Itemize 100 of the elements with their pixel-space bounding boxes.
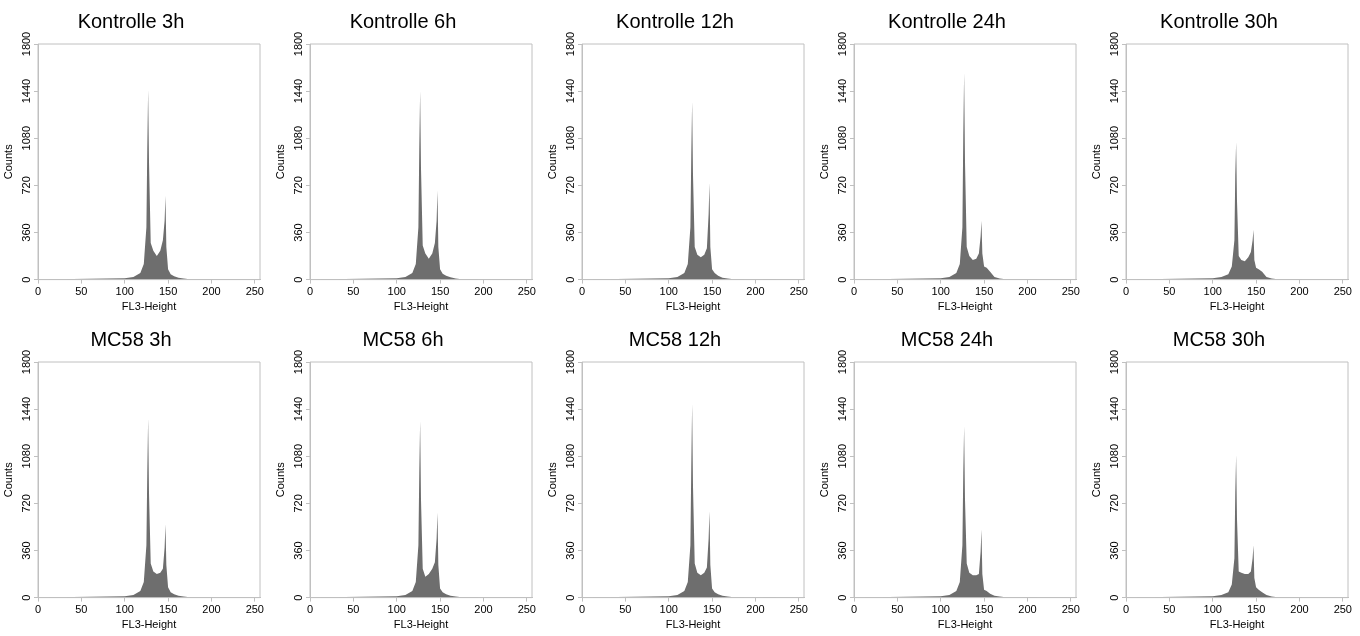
x-tick-label: 200	[202, 285, 221, 298]
x-tick-label: 50	[347, 285, 360, 298]
y-tick-label: 360	[19, 223, 32, 242]
y-axis-title: Counts	[1089, 143, 1102, 180]
x-tick-label: 0	[34, 603, 42, 616]
x-tick-label: 200	[474, 285, 493, 298]
x-tick-label: 150	[430, 285, 450, 298]
x-axis-title: FL3-Height	[665, 618, 721, 631]
y-tick-label: 360	[563, 541, 576, 560]
x-tick-label: 250	[517, 603, 536, 616]
y-tick-label: 720	[291, 494, 304, 513]
x-tick-label: 50	[619, 285, 632, 298]
y-tick-label: 720	[1107, 494, 1120, 513]
x-axis-title: FL3-Height	[393, 300, 449, 313]
x-tick-label: 150	[974, 285, 994, 298]
y-tick-label: 1080	[835, 444, 848, 469]
y-tick-label: 720	[19, 176, 32, 195]
x-axis-title: FL3-Height	[1209, 300, 1265, 313]
chart-title: Kontrolle 6h	[349, 9, 457, 32]
chart-title: MC58 3h	[90, 327, 172, 350]
x-tick-label: 200	[1290, 285, 1309, 298]
y-tick-label: 1080	[563, 444, 576, 469]
chart-title: MC58 6h	[362, 327, 444, 350]
y-tick-label: 1800	[835, 349, 848, 375]
y-tick-label: 0	[19, 276, 32, 283]
x-tick-label: 0	[1122, 603, 1130, 616]
y-tick-label: 1440	[19, 78, 32, 104]
x-tick-label: 150	[974, 603, 994, 616]
x-tick-label: 0	[578, 603, 586, 616]
x-tick-label: 250	[1333, 285, 1352, 298]
chart-title: Kontrolle 30h	[1160, 9, 1278, 32]
y-tick-label: 0	[291, 594, 304, 601]
x-tick-label: 150	[158, 603, 178, 616]
y-tick-label: 360	[19, 541, 32, 560]
chart-title: Kontrolle 24h	[888, 9, 1006, 32]
chart-title: Kontrolle 12h	[616, 9, 734, 32]
x-tick-label: 150	[158, 285, 178, 298]
x-tick-label: 250	[1061, 603, 1080, 616]
y-tick-label: 720	[19, 494, 32, 513]
x-tick-label: 50	[891, 285, 904, 298]
y-tick-label: 360	[1107, 541, 1120, 560]
x-tick-label: 100	[387, 603, 406, 616]
x-tick-label: 100	[1203, 603, 1222, 616]
y-tick-label: 360	[291, 541, 304, 560]
x-tick-label: 250	[1061, 285, 1080, 298]
y-axis-title: Counts	[545, 461, 558, 498]
x-tick-label: 0	[850, 285, 858, 298]
y-tick-label: 1440	[291, 396, 304, 422]
x-tick-label: 0	[306, 285, 314, 298]
x-tick-label: 50	[75, 603, 88, 616]
x-tick-label: 100	[115, 285, 134, 298]
y-tick-label: 1800	[1107, 31, 1120, 57]
y-tick-label: 720	[835, 176, 848, 195]
y-tick-label: 1800	[291, 31, 304, 57]
y-axis-title: Counts	[545, 143, 558, 180]
y-axis-title: Counts	[1089, 461, 1102, 498]
y-tick-label: 1080	[19, 126, 32, 151]
x-tick-label: 0	[850, 603, 858, 616]
y-axis-title: Counts	[817, 143, 830, 180]
y-tick-label: 0	[19, 594, 32, 601]
y-axis-title: Counts	[273, 143, 286, 180]
y-tick-label: 1440	[19, 396, 32, 422]
y-tick-label: 720	[1107, 176, 1120, 195]
y-tick-label: 0	[835, 594, 848, 601]
y-tick-label: 720	[563, 494, 576, 513]
y-tick-label: 1800	[291, 349, 304, 375]
x-tick-label: 250	[245, 603, 264, 616]
x-tick-label: 250	[789, 603, 808, 616]
y-tick-label: 1800	[563, 31, 576, 57]
x-tick-label: 100	[387, 285, 406, 298]
y-tick-label: 1800	[19, 349, 32, 375]
y-tick-label: 1440	[563, 78, 576, 104]
y-tick-label: 360	[1107, 223, 1120, 242]
y-axis-title: Counts	[1, 143, 14, 180]
x-axis-title: FL3-Height	[121, 618, 177, 631]
x-tick-label: 100	[659, 603, 678, 616]
x-axis-title: FL3-Height	[937, 300, 993, 313]
y-tick-label: 1080	[1107, 126, 1120, 151]
y-tick-label: 1800	[563, 349, 576, 375]
y-tick-label: 1080	[291, 444, 304, 469]
x-tick-label: 50	[891, 603, 904, 616]
y-tick-label: 0	[1107, 276, 1120, 283]
y-tick-label: 1080	[563, 126, 576, 151]
y-tick-label: 720	[835, 494, 848, 513]
y-tick-label: 1080	[1107, 444, 1120, 469]
y-tick-label: 1800	[835, 31, 848, 57]
y-tick-label: 720	[563, 176, 576, 195]
x-tick-label: 250	[245, 285, 264, 298]
y-tick-label: 0	[1107, 594, 1120, 601]
x-axis-title: FL3-Height	[937, 618, 993, 631]
x-tick-label: 200	[1290, 603, 1309, 616]
y-tick-label: 1440	[1107, 78, 1120, 104]
y-tick-label: 360	[563, 223, 576, 242]
x-tick-label: 100	[931, 603, 950, 616]
x-tick-label: 50	[1163, 603, 1176, 616]
x-tick-label: 250	[789, 285, 808, 298]
y-tick-label: 1440	[835, 396, 848, 422]
x-tick-label: 200	[474, 603, 493, 616]
x-tick-label: 150	[430, 603, 450, 616]
y-tick-label: 1800	[1107, 349, 1120, 375]
